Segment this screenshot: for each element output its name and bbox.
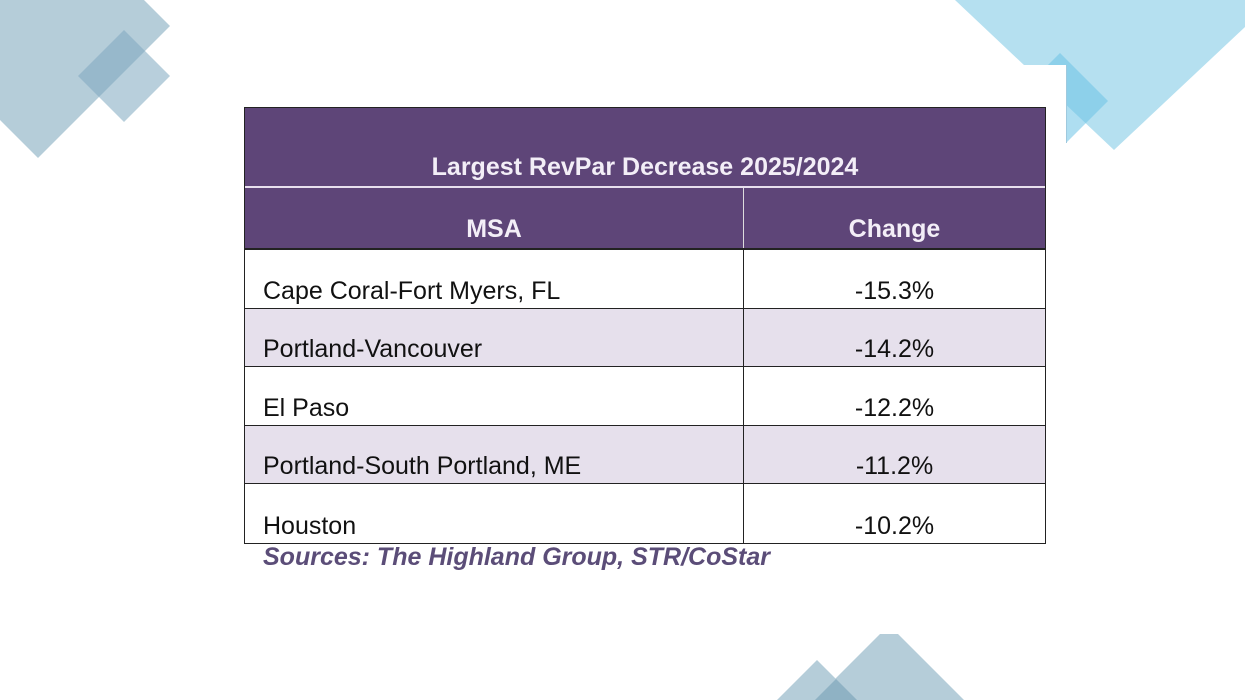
msa-cell: Cape Coral-Fort Myers, FL: [245, 250, 744, 308]
msa-cell: Houston: [245, 484, 744, 543]
column-header-msa: MSA: [245, 188, 744, 248]
card-edge: [1066, 65, 1067, 143]
diamond-bottom-large: [814, 634, 964, 700]
table-row: Houston -10.2%: [245, 484, 1045, 543]
table-row: El Paso -12.2%: [245, 367, 1045, 426]
table-row: Portland-South Portland, ME -11.2%: [245, 425, 1045, 485]
change-cell: -11.2%: [855, 452, 934, 481]
revpar-table: Largest RevPar Decrease 2025/2024 MSA Ch…: [244, 107, 1046, 544]
msa-cell: Portland-South Portland, ME: [245, 425, 744, 484]
change-cell: -14.2%: [854, 335, 935, 364]
table-row: Cape Coral-Fort Myers, FL -15.3%: [245, 250, 1045, 309]
diamond-top-right-large: [955, 0, 1245, 150]
msa-cell: El Paso: [245, 367, 744, 425]
diamond-top-left-small: [78, 30, 170, 122]
table-title: Largest RevPar Decrease 2025/2024: [245, 108, 1045, 188]
column-header-change: Change: [848, 215, 941, 243]
source-note: Sources: The Highland Group, STR/CoStar: [263, 543, 770, 571]
change-cell: -12.2%: [854, 393, 935, 422]
msa-cell: Portland-Vancouver: [245, 308, 744, 367]
change-cell: -15.3%: [854, 276, 935, 305]
table-header: MSA Change: [245, 188, 1045, 250]
change-cell: -10.2%: [854, 511, 935, 540]
diamond-bottom-overlap: [815, 679, 857, 700]
table-row: Portland-Vancouver -14.2%: [245, 308, 1045, 368]
